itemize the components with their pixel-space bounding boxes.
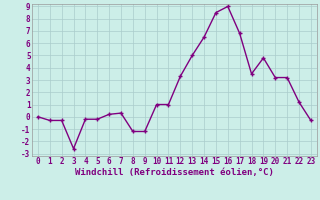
X-axis label: Windchill (Refroidissement éolien,°C): Windchill (Refroidissement éolien,°C) [75,168,274,177]
